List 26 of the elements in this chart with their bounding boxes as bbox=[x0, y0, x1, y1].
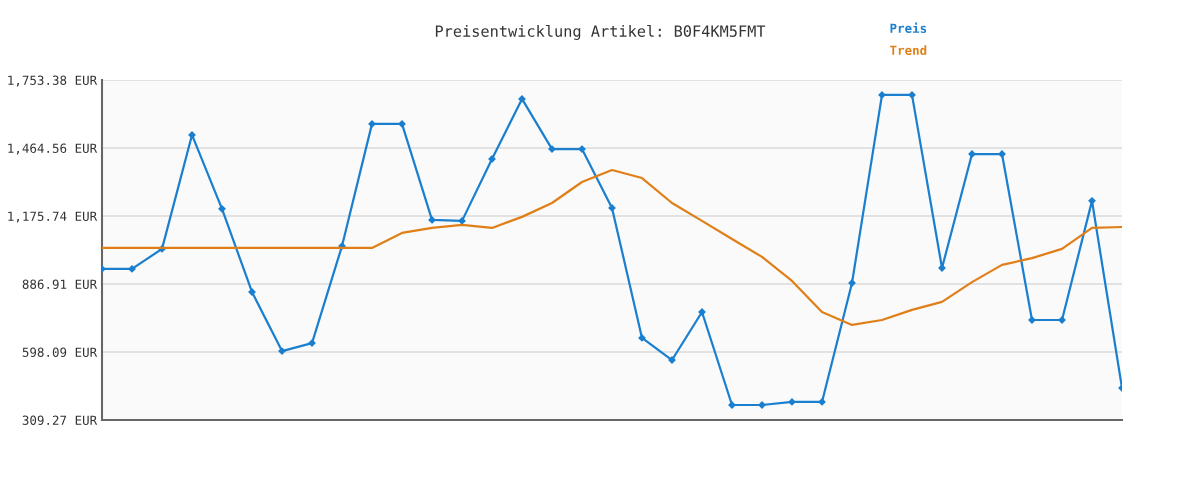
text: Trend bbox=[890, 45, 927, 56]
y-tick-label: 598.09 EUR bbox=[22, 347, 98, 357]
point bbox=[278, 347, 286, 355]
point bbox=[218, 205, 226, 213]
point bbox=[518, 95, 526, 103]
y-tick-label: 309.27 EUR bbox=[22, 415, 98, 425]
y-tick-label: 1,464.56 EUR bbox=[8, 143, 98, 155]
point bbox=[818, 398, 826, 406]
point bbox=[908, 91, 916, 99]
y-tick-label: 1,753.38 EUR bbox=[8, 75, 98, 87]
point bbox=[368, 120, 376, 128]
chart-title: Preisentwicklung Artikel: B0F4KM5FMT bbox=[435, 25, 766, 40]
point bbox=[188, 131, 196, 139]
line-series bbox=[102, 91, 1122, 409]
point bbox=[878, 91, 886, 99]
point bbox=[788, 398, 796, 406]
text: Preis bbox=[890, 22, 927, 33]
point bbox=[398, 120, 406, 128]
point bbox=[608, 204, 616, 212]
point bbox=[458, 217, 466, 225]
point bbox=[638, 334, 646, 342]
line-series bbox=[102, 168, 1122, 327]
y-tick-label: 1,175.74 EUR bbox=[8, 211, 98, 223]
point bbox=[1088, 197, 1096, 205]
y-tick-label: 886.91 EUR bbox=[22, 279, 98, 289]
point bbox=[128, 265, 136, 273]
